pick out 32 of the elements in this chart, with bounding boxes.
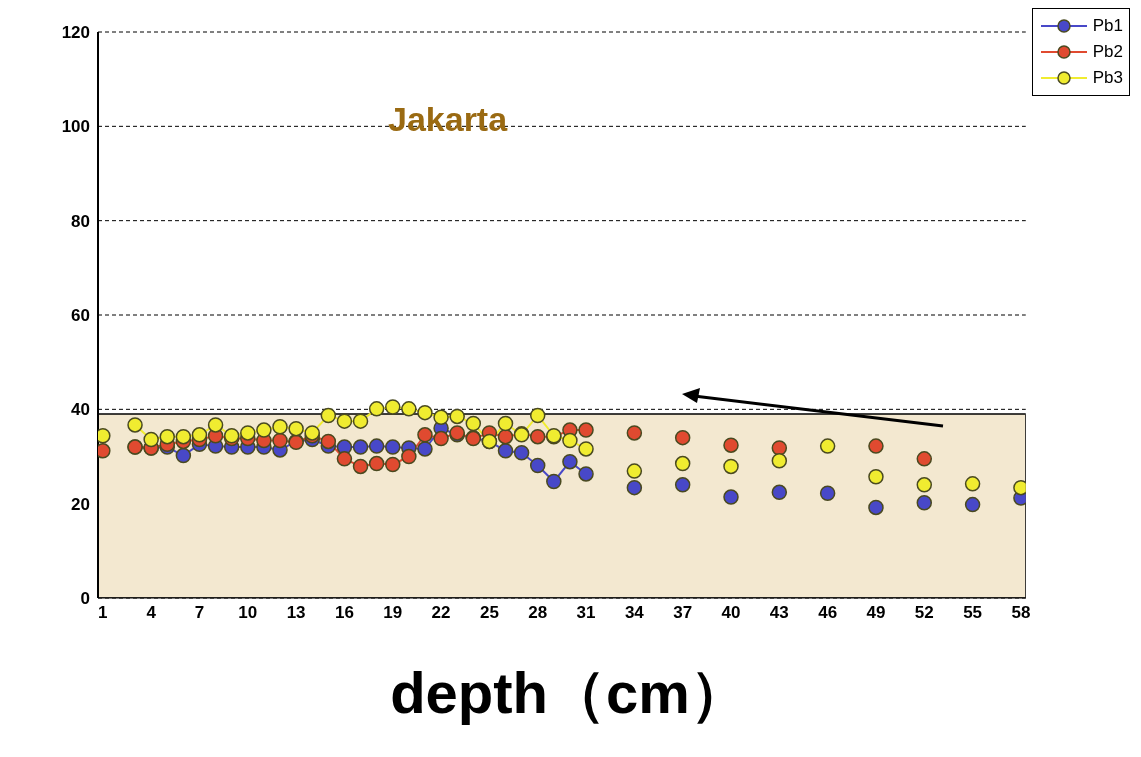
y-tick-label: 80 (71, 211, 90, 231)
y-tick-label: 40 (71, 400, 90, 420)
x-tick-label: 46 (818, 603, 838, 623)
y-tick-label: 20 (71, 494, 90, 514)
x-tick-label: 28 (528, 603, 548, 623)
x-tick-label: 7 (194, 603, 205, 623)
x-tick-label: 10 (238, 603, 258, 623)
legend-label: Pb1 (1092, 16, 1123, 36)
x-tick-label: 22 (431, 603, 451, 623)
x-tick-label: 4 (146, 603, 157, 623)
x-tick-label: 43 (769, 603, 789, 623)
x-tick-label: 52 (914, 603, 934, 623)
y-tick-label: 100 (61, 117, 90, 137)
x-tick-label: 40 (721, 603, 741, 623)
x-tick-label: 16 (334, 603, 354, 623)
x-tick-label: 19 (383, 603, 403, 623)
x-tick-label: 1 (98, 603, 108, 623)
y-tick-label: 60 (71, 306, 90, 326)
x-tick-label: 55 (963, 603, 983, 623)
x-tick-label: 58 (1011, 603, 1031, 623)
x-tick-label: 13 (286, 603, 306, 623)
x-tick-label: 31 (576, 603, 596, 623)
legend-label: Pb3 (1092, 68, 1123, 88)
x-tick-label: 25 (479, 603, 499, 623)
x-axis-title: depth（cm） (389, 659, 749, 727)
text: Jakarta (388, 100, 508, 139)
x-tick-label: 49 (866, 603, 886, 623)
legend-label: Pb2 (1092, 42, 1123, 62)
x-tick-label: 37 (673, 603, 693, 623)
y-tick-label: 120 (61, 23, 90, 43)
x-tick-label: 34 (624, 603, 645, 623)
y-tick-label: 0 (80, 589, 90, 609)
